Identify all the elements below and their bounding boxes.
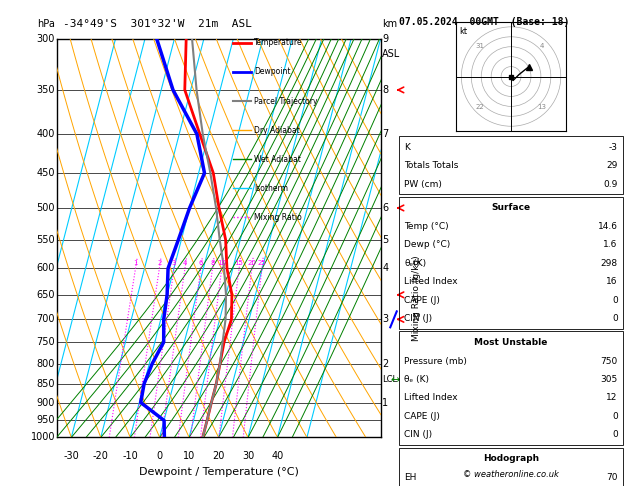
Text: 850: 850 [36, 379, 55, 389]
Text: Surface: Surface [491, 204, 531, 212]
Text: CAPE (J): CAPE (J) [404, 296, 440, 305]
Text: Totals Totals: Totals Totals [404, 161, 459, 170]
Text: km: km [382, 19, 398, 29]
Text: 0.9: 0.9 [603, 180, 618, 189]
Text: 1: 1 [133, 260, 138, 266]
Text: LCL: LCL [382, 375, 398, 384]
Text: 700: 700 [36, 314, 55, 324]
Text: 500: 500 [36, 203, 55, 213]
Text: ASL: ASL [382, 49, 401, 59]
Text: 10: 10 [217, 260, 226, 266]
Text: 20: 20 [247, 260, 256, 266]
Text: PW (cm): PW (cm) [404, 180, 442, 189]
Text: EH: EH [404, 473, 417, 482]
Text: 600: 600 [36, 263, 55, 273]
Text: 4: 4 [382, 263, 388, 273]
Text: 13: 13 [538, 104, 547, 110]
Text: 350: 350 [36, 85, 55, 95]
Text: -10: -10 [123, 451, 138, 461]
Text: CIN (J): CIN (J) [404, 431, 433, 439]
Text: 14.6: 14.6 [598, 222, 618, 231]
Text: Pressure (mb): Pressure (mb) [404, 357, 467, 365]
Text: 900: 900 [36, 398, 55, 408]
Text: Most Unstable: Most Unstable [474, 338, 548, 347]
Text: Dry Adiabat: Dry Adiabat [254, 126, 300, 135]
Text: 29: 29 [606, 161, 618, 170]
Text: 25: 25 [257, 260, 266, 266]
Text: 7: 7 [382, 129, 389, 139]
Text: Dewpoint / Temperature (°C): Dewpoint / Temperature (°C) [138, 468, 299, 477]
Text: 8: 8 [382, 85, 388, 95]
Text: Lifted Index: Lifted Index [404, 394, 458, 402]
Text: 2: 2 [382, 359, 389, 368]
Text: 800: 800 [36, 359, 55, 368]
Text: θₑ(K): θₑ(K) [404, 259, 426, 268]
Text: θₑ (K): θₑ (K) [404, 375, 430, 384]
Text: -3: -3 [609, 143, 618, 152]
Text: 1: 1 [382, 398, 388, 408]
Text: 6: 6 [199, 260, 203, 266]
Text: 8: 8 [210, 260, 214, 266]
Text: 30: 30 [242, 451, 254, 461]
Text: 4: 4 [183, 260, 187, 266]
Text: 70: 70 [606, 473, 618, 482]
Text: 1000: 1000 [30, 433, 55, 442]
Text: 10: 10 [183, 451, 195, 461]
Text: Lifted Index: Lifted Index [404, 278, 458, 286]
Text: 4: 4 [540, 43, 544, 49]
Text: Parcel Trajectory: Parcel Trajectory [254, 97, 318, 105]
Text: 298: 298 [601, 259, 618, 268]
Text: Hodograph: Hodograph [483, 454, 539, 463]
Text: kt: kt [459, 27, 467, 36]
Text: Dewp (°C): Dewp (°C) [404, 241, 451, 249]
Text: hPa: hPa [37, 19, 55, 29]
Text: Isotherm: Isotherm [254, 184, 288, 193]
Text: Temperature: Temperature [254, 38, 303, 47]
Text: 12: 12 [606, 394, 618, 402]
Text: 6: 6 [382, 203, 388, 213]
Text: K: K [404, 143, 410, 152]
Text: CIN (J): CIN (J) [404, 314, 433, 323]
Text: 3: 3 [172, 260, 176, 266]
Text: 22: 22 [476, 104, 484, 110]
Text: 0: 0 [612, 296, 618, 305]
Text: © weatheronline.co.uk: © weatheronline.co.uk [463, 469, 559, 479]
Text: 07.05.2024  00GMT  (Base: 18): 07.05.2024 00GMT (Base: 18) [399, 17, 570, 27]
Text: ↔: ↔ [390, 375, 399, 385]
Text: CAPE (J): CAPE (J) [404, 412, 440, 421]
Text: 300: 300 [36, 34, 55, 44]
Text: 400: 400 [36, 129, 55, 139]
Text: 16: 16 [606, 278, 618, 286]
Text: Temp (°C): Temp (°C) [404, 222, 449, 231]
Text: -30: -30 [64, 451, 79, 461]
Text: 0: 0 [612, 412, 618, 421]
Text: 2: 2 [157, 260, 162, 266]
Text: 40: 40 [271, 451, 284, 461]
Text: 0: 0 [157, 451, 163, 461]
Text: 31: 31 [476, 43, 484, 49]
Text: 1.6: 1.6 [603, 241, 618, 249]
Text: Mixing Ratio (g/kg): Mixing Ratio (g/kg) [411, 255, 421, 341]
Text: 650: 650 [36, 290, 55, 300]
Text: Wet Adiabat: Wet Adiabat [254, 155, 301, 164]
Text: -34°49'S  301°32'W  21m  ASL: -34°49'S 301°32'W 21m ASL [63, 19, 252, 29]
Text: 0: 0 [612, 314, 618, 323]
Text: 550: 550 [36, 235, 55, 244]
Text: 450: 450 [36, 168, 55, 178]
Text: 9: 9 [382, 34, 388, 44]
Text: 305: 305 [601, 375, 618, 384]
Text: 950: 950 [36, 416, 55, 425]
Text: -20: -20 [93, 451, 109, 461]
Text: 15: 15 [235, 260, 243, 266]
Text: 5: 5 [382, 235, 389, 244]
Text: 3: 3 [382, 314, 388, 324]
Text: 0: 0 [612, 431, 618, 439]
Text: 750: 750 [601, 357, 618, 365]
Text: Dewpoint: Dewpoint [254, 68, 291, 76]
Text: 750: 750 [36, 337, 55, 347]
Text: Mixing Ratio: Mixing Ratio [254, 213, 302, 222]
Text: 20: 20 [213, 451, 225, 461]
